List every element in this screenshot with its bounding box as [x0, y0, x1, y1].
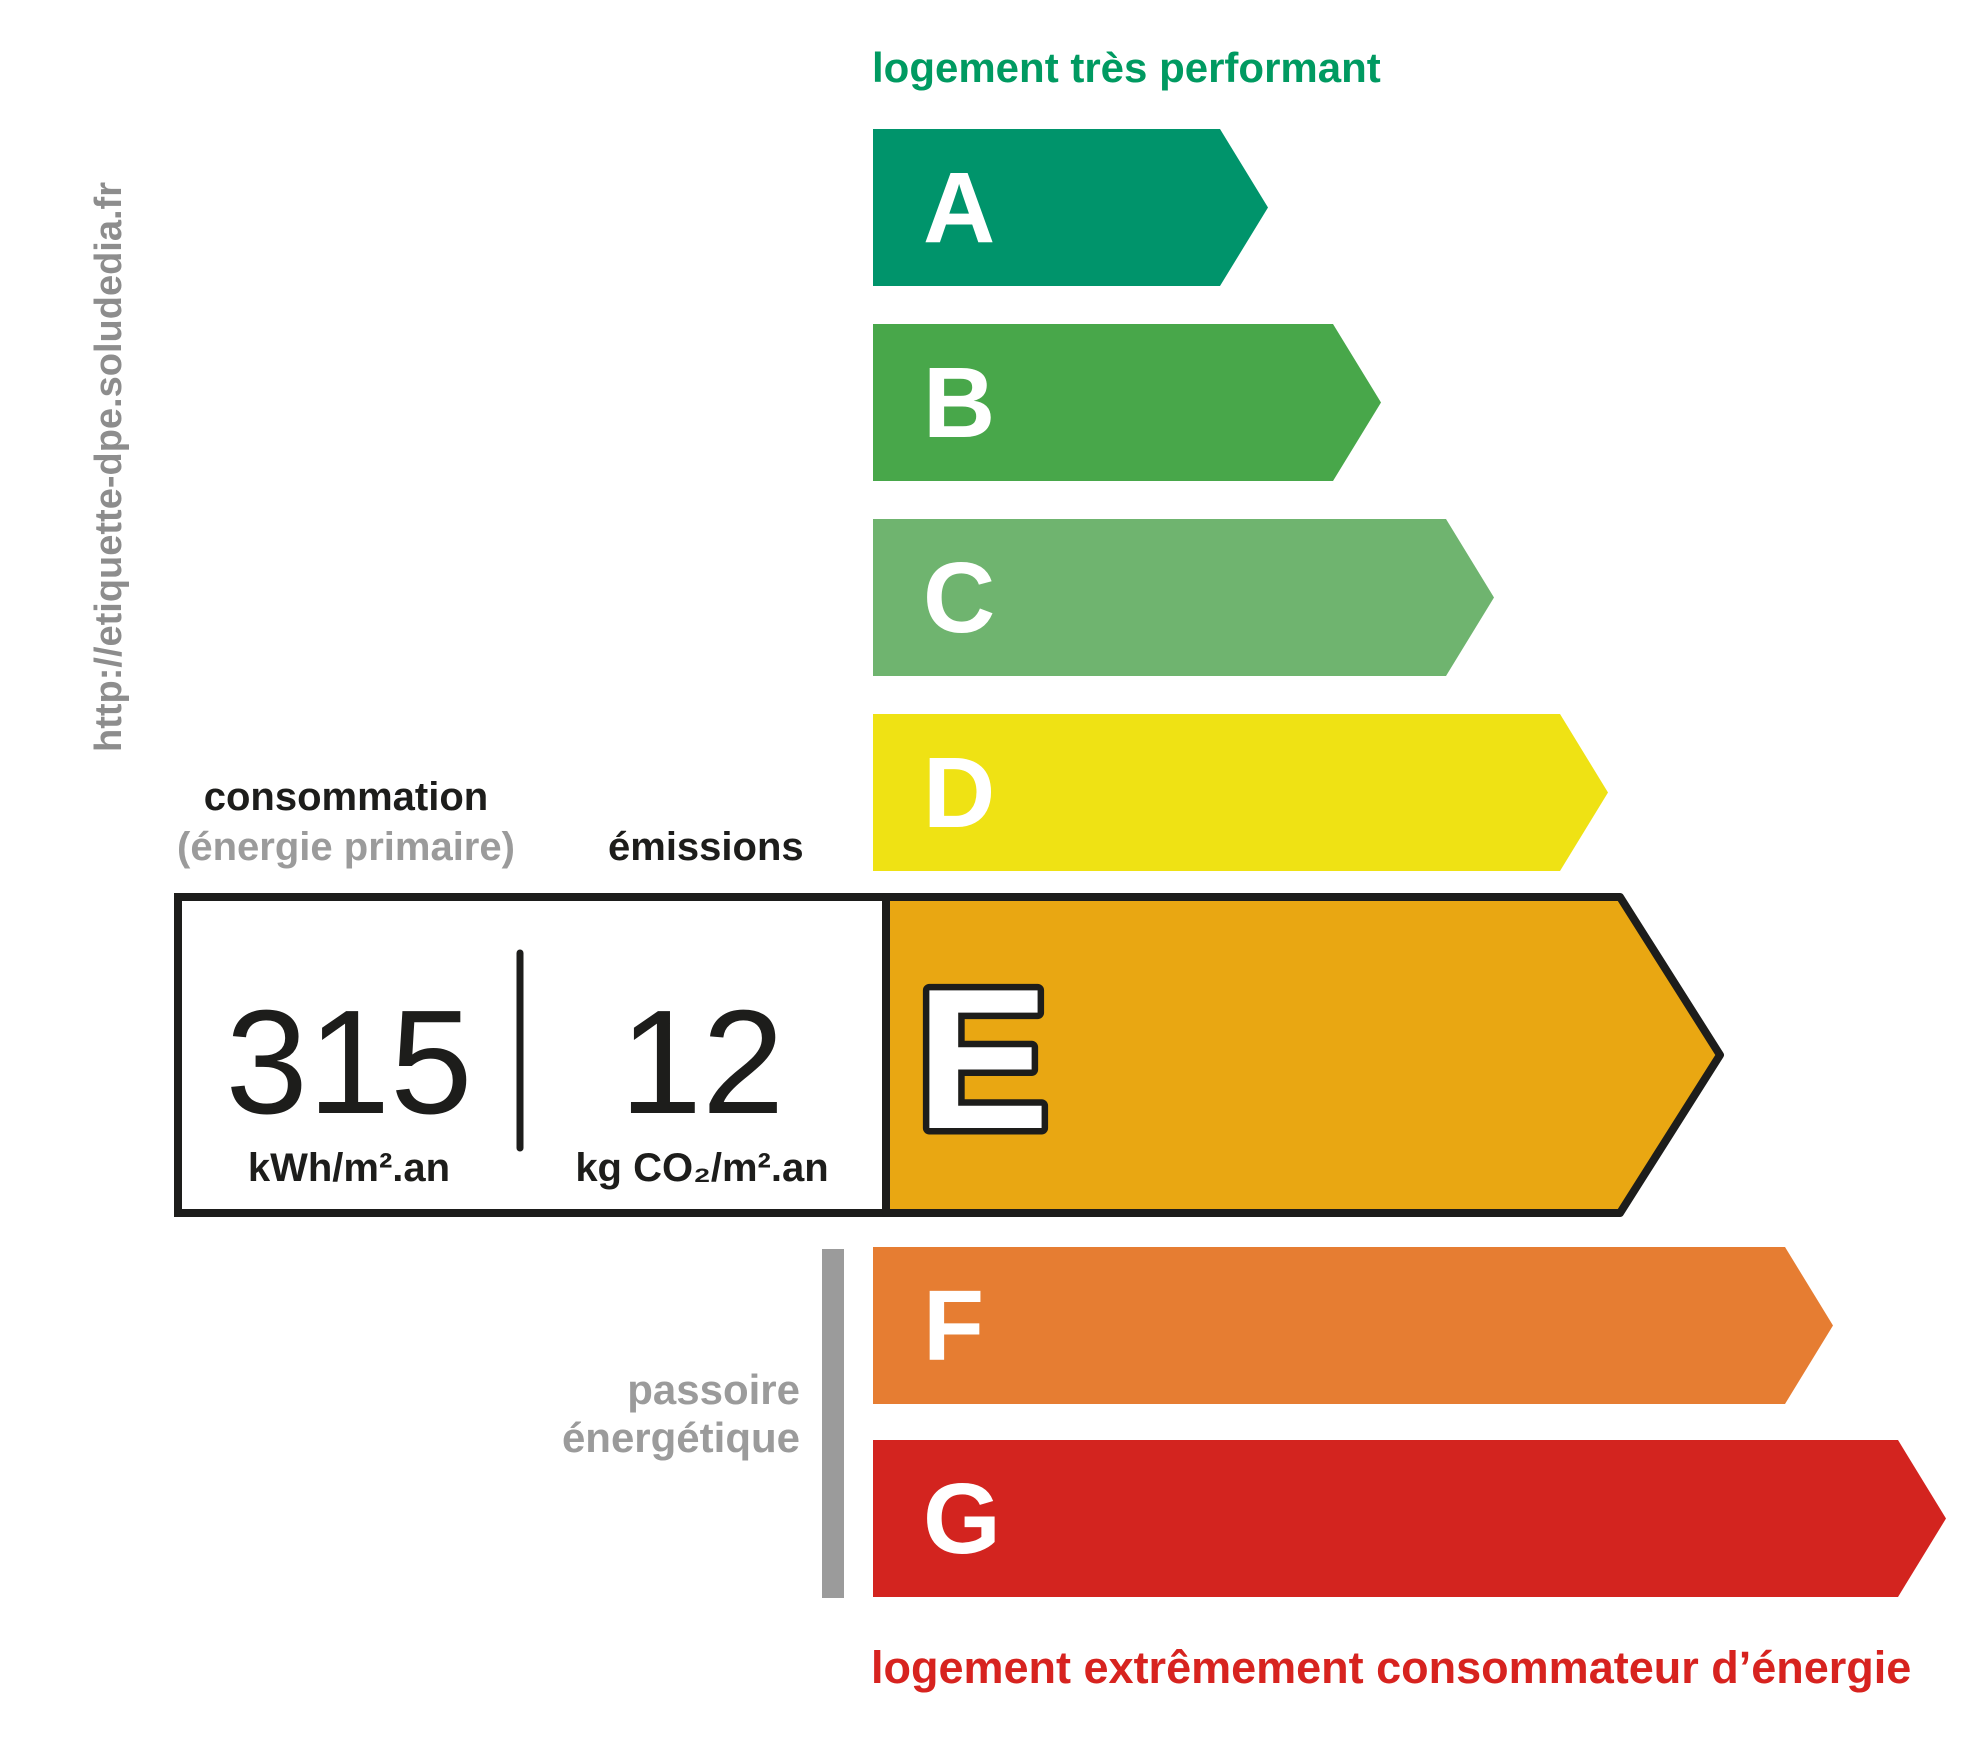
- emissions-value: 12: [619, 980, 785, 1145]
- grade-bar-c: C: [873, 519, 1494, 676]
- passoire-label: passoire énergétique: [440, 1366, 800, 1462]
- grade-letter-e: E: [916, 948, 1049, 1171]
- grade-letter-g: G: [923, 1462, 1001, 1575]
- grade-bar-f: F: [873, 1247, 1833, 1404]
- consumption-unit: kWh/m².an: [247, 1146, 451, 1190]
- passoire-label-line1: passoire: [627, 1366, 800, 1413]
- consumption-value: 315: [225, 980, 473, 1145]
- grade-bar-d: D: [873, 714, 1608, 871]
- grade-letter-f: F: [923, 1269, 985, 1382]
- watermark-url: http://etiquette-dpe.soludedia.fr: [88, 182, 130, 752]
- grade-bar-b: B: [873, 324, 1381, 481]
- consumption-title: consommation: [203, 775, 489, 819]
- high-consumption-label: logement extrêmement consommateur d’éner…: [871, 1642, 1912, 1693]
- emissions-value-group: 12 kg CO₂/m².an: [524, 901, 880, 1209]
- grade-letter-b: B: [923, 346, 996, 459]
- grade-e-arrow: [882, 893, 1724, 1217]
- passoire-label-line2: énergétique: [561, 1414, 800, 1461]
- grade-letter-d: D: [923, 736, 996, 849]
- emissions-unit: kg CO₂/m².an: [575, 1146, 829, 1190]
- grade-letter-c: C: [923, 541, 996, 654]
- values-box: [174, 893, 890, 1217]
- grade-letter-a: A: [923, 151, 996, 264]
- passoire-bracket-bar: [822, 1249, 844, 1598]
- consumption-value-group: 315 kWh/m².an: [182, 901, 516, 1209]
- grade-bar-a: A: [873, 129, 1268, 286]
- grade-bar-g: G: [873, 1440, 1946, 1597]
- consumption-header: consommation (énergie primaire): [166, 772, 526, 872]
- top-performance-label: logement très performant: [872, 44, 1381, 91]
- consumption-subtitle: (énergie primaire): [177, 825, 515, 869]
- current-grade-row: E: [174, 893, 1724, 1217]
- emissions-title: émissions: [608, 825, 804, 869]
